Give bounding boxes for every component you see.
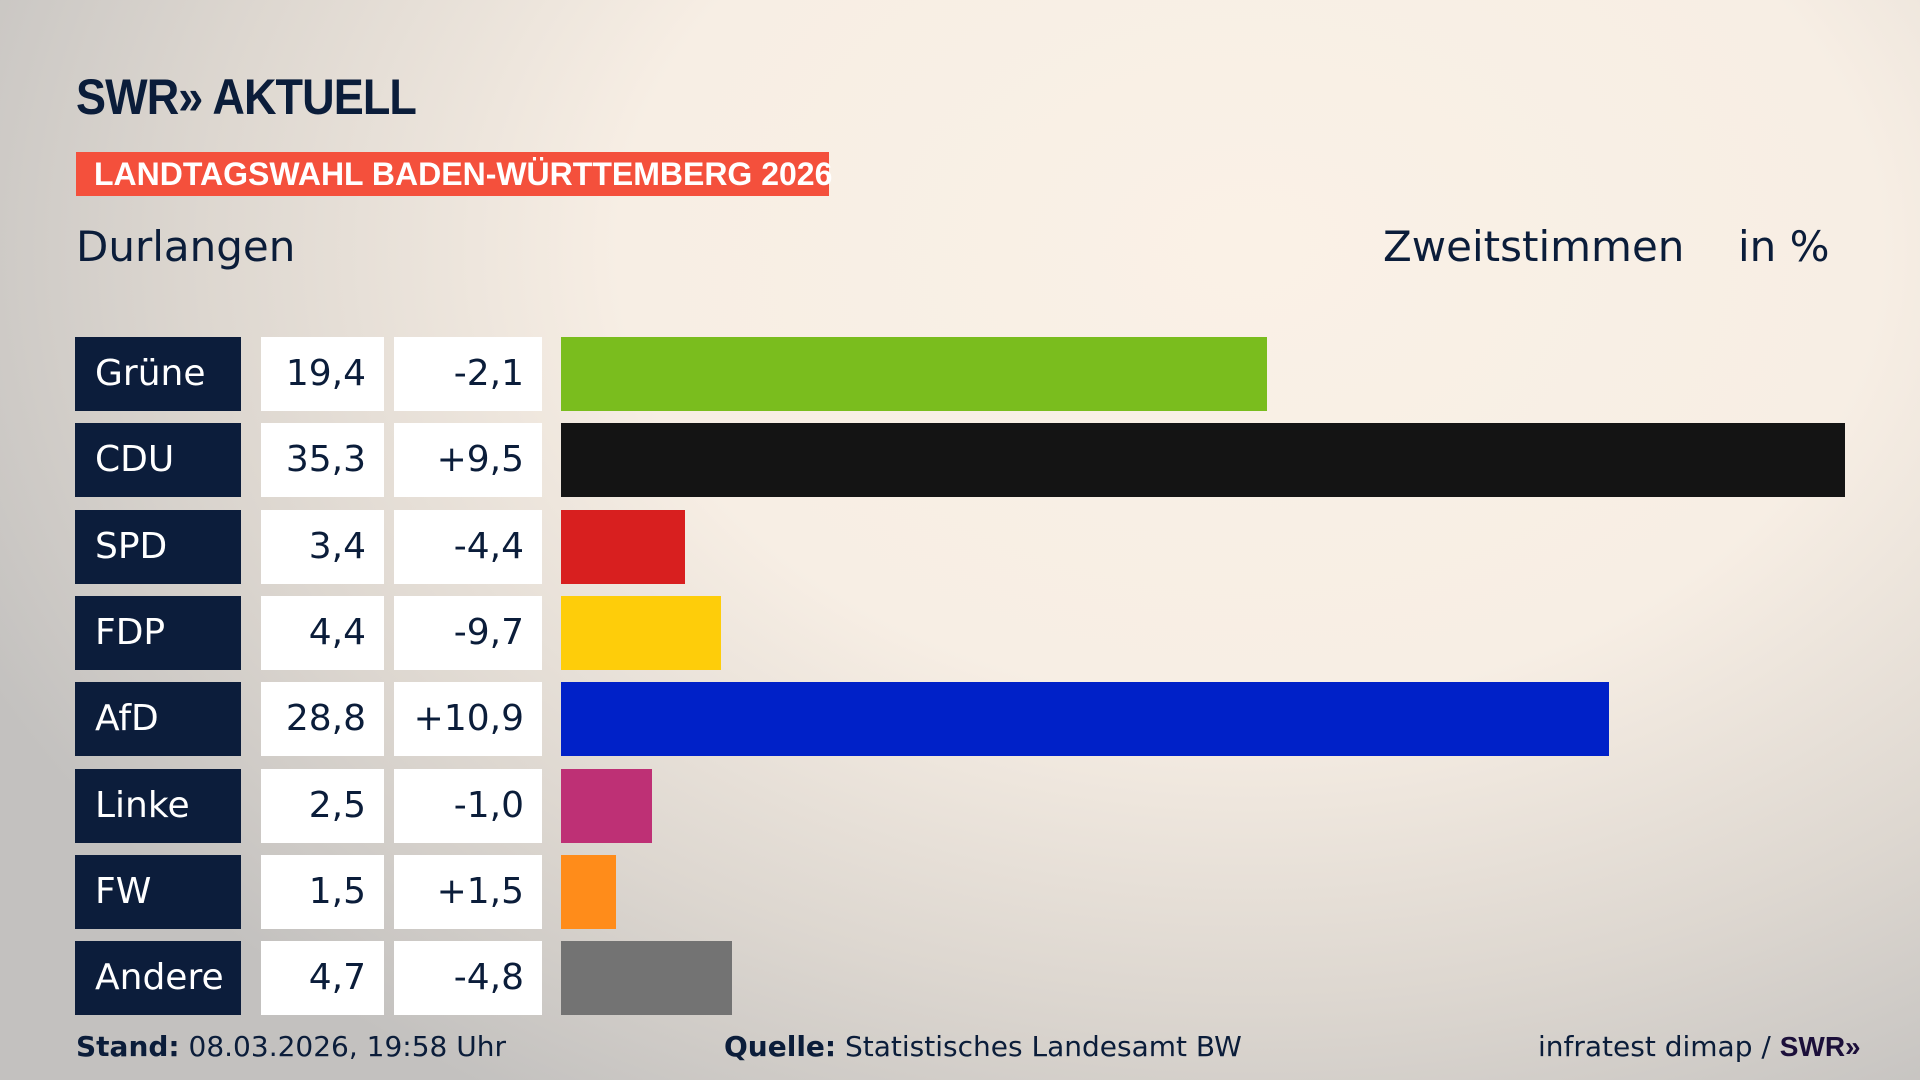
value-label: 3,4 [261, 509, 384, 584]
party-label: Andere [75, 941, 241, 1016]
source-label: Quelle: [724, 1030, 837, 1063]
bar-3 [561, 595, 722, 670]
value-label: 35,3 [261, 423, 384, 498]
result-row: AfD 28,8 +10,9 [0, 682, 1920, 757]
credit: infratest dimap / SWR» [1538, 1030, 1861, 1063]
value-label: 4,7 [261, 941, 384, 1016]
bar-6 [561, 854, 616, 929]
value-label: 2,5 [261, 768, 384, 843]
election-banner: LANDTAGSWAHL BADEN-WÜRTTEMBERG 2026 [76, 152, 832, 196]
party-label: AfD [75, 682, 241, 757]
party-label: FDP [75, 595, 241, 670]
place-title: Durlangen [76, 222, 296, 271]
bar-0 [561, 337, 1267, 411]
bar-4 [561, 682, 1609, 757]
swr-logo: SWR» [1779, 1031, 1861, 1062]
value-label: 1,5 [261, 854, 384, 929]
result-row: Grüne 19,4 -2,1 [0, 337, 1920, 411]
swr-aktuell-logo: SWR» AKTUELL [76, 69, 417, 125]
party-label: CDU [75, 423, 241, 498]
diff-label: -1,0 [394, 768, 542, 843]
party-label: SPD [75, 509, 241, 584]
diff-label: -2,1 [394, 337, 542, 411]
result-row: SPD 3,4 -4,4 [0, 509, 1920, 584]
vote-type-label: Zweitstimmen [1383, 222, 1685, 271]
diff-label: -4,8 [394, 941, 542, 1016]
diff-label: +9,5 [394, 423, 542, 498]
stand-value: 08.03.2026, 19:58 Uhr [188, 1030, 506, 1063]
party-label: Grüne [75, 337, 241, 411]
diff-label: +10,9 [394, 682, 542, 757]
result-row: Linke 2,5 -1,0 [0, 768, 1920, 843]
party-label: Linke [75, 768, 241, 843]
diff-label: -4,4 [394, 509, 542, 584]
result-row: FDP 4,4 -9,7 [0, 595, 1920, 670]
diff-label: +1,5 [394, 854, 542, 929]
bar-7 [561, 941, 732, 1016]
timestamp: Stand: 08.03.2026, 19:58 Uhr [76, 1030, 506, 1063]
bar-2 [561, 509, 685, 584]
source-value: Statistisches Landesamt BW [845, 1030, 1242, 1063]
source: Quelle: Statistisches Landesamt BW [724, 1030, 1242, 1063]
result-row: CDU 35,3 +9,5 [0, 423, 1920, 498]
result-row: FW 1,5 +1,5 [0, 854, 1920, 929]
result-row: Andere 4,7 -4,8 [0, 941, 1920, 1016]
unit-label: in % [1738, 222, 1830, 271]
diff-label: -9,7 [394, 595, 542, 670]
value-label: 4,4 [261, 595, 384, 670]
credit-text: infratest dimap / [1538, 1030, 1771, 1063]
stand-label: Stand: [76, 1030, 180, 1063]
value-label: 19,4 [261, 337, 384, 411]
bar-1 [561, 423, 1845, 498]
bar-5 [561, 768, 652, 843]
party-label: FW [75, 854, 241, 929]
value-label: 28,8 [261, 682, 384, 757]
